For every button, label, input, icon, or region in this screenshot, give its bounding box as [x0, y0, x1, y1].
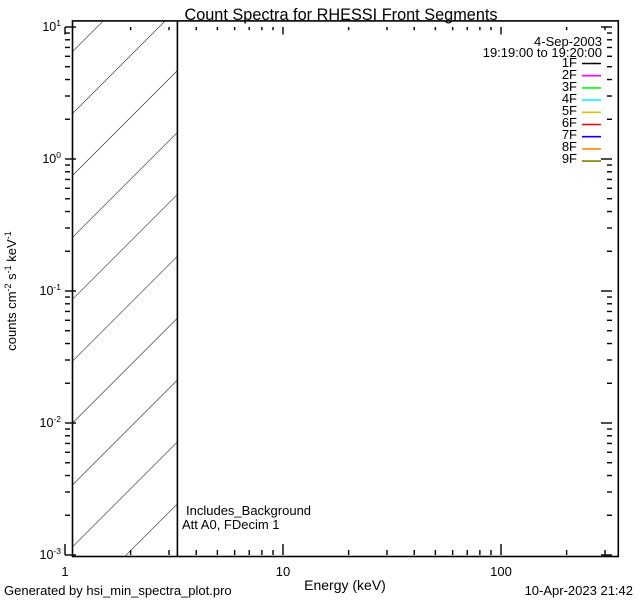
svg-text:1: 1 [61, 564, 68, 579]
svg-text:19:19:00 to 19:20:00: 19:19:00 to 19:20:00 [483, 45, 602, 60]
svg-text:100: 100 [490, 564, 512, 579]
svg-text:9F: 9F [562, 151, 577, 166]
svg-text:10-Apr-2023 21:42: 10-Apr-2023 21:42 [525, 583, 633, 598]
svg-text:Count Spectra for RHESSI Front: Count Spectra for RHESSI Front Segments [184, 6, 497, 24]
svg-text:Includes_Background: Includes_Background [186, 503, 311, 518]
svg-text:10: 10 [276, 564, 290, 579]
svg-text:Att A0, FDecim 1: Att A0, FDecim 1 [182, 517, 280, 532]
svg-text:Energy (keV): Energy (keV) [304, 577, 386, 593]
svg-text:Generated by hsi_min_spectra_p: Generated by hsi_min_spectra_plot.pro [4, 583, 232, 598]
